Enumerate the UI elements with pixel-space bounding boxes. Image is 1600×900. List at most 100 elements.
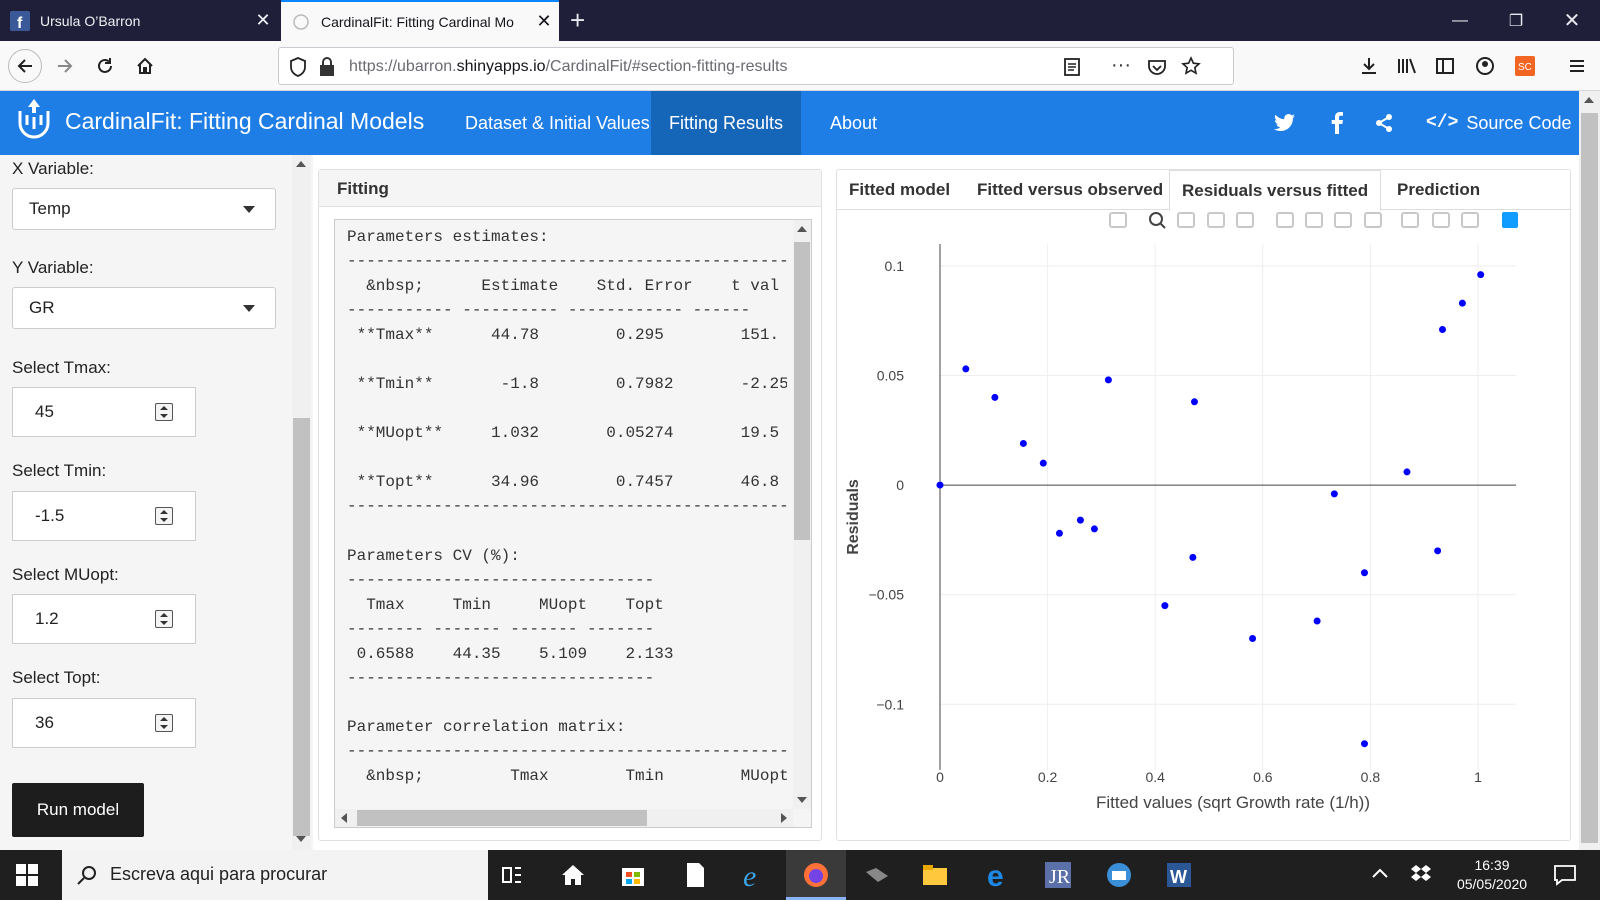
nav-fitting-results[interactable]: Fitting Results	[651, 91, 802, 155]
thunderbird-icon[interactable]	[1104, 860, 1134, 890]
store-icon[interactable]	[618, 860, 648, 890]
x-variable-select[interactable]: Temp	[12, 188, 276, 230]
pan-icon[interactable]	[1177, 212, 1195, 228]
app-icon[interactable]	[862, 860, 892, 890]
page-scroll-thumb[interactable]	[1581, 113, 1598, 843]
account-icon[interactable]	[1468, 49, 1502, 83]
notifications-icon[interactable]	[1552, 862, 1582, 892]
tab-fitted-versus-observed[interactable]: Fitted versus observed	[977, 180, 1164, 199]
reset-axes-icon[interactable]	[1364, 212, 1382, 228]
output-hscroll-thumb[interactable]	[357, 810, 647, 826]
scroll-right-icon[interactable]	[781, 813, 787, 823]
zoom-in-icon[interactable]	[1276, 212, 1294, 228]
hover-compare-icon[interactable]	[1461, 212, 1479, 228]
autoscale-icon[interactable]	[1334, 212, 1352, 228]
modebar-glyph	[1207, 212, 1225, 228]
spinner-icon[interactable]	[155, 714, 173, 732]
run-model-button[interactable]: Run model	[12, 783, 144, 837]
pocket-icon[interactable]	[1147, 57, 1167, 82]
file-icon[interactable]	[680, 860, 710, 890]
back-icon[interactable]	[8, 49, 42, 83]
scroll-up-icon[interactable]	[797, 226, 807, 232]
y-tick-label: 0.05	[877, 368, 904, 384]
app-title[interactable]: CardinalFit: Fitting Cardinal Models	[65, 108, 425, 134]
output-scroll-thumb[interactable]	[794, 242, 810, 540]
firefox-taskbar-active[interactable]	[786, 850, 846, 900]
download-icon[interactable]	[1352, 49, 1386, 83]
taskbar-clock[interactable]: 16:39 05/05/2020	[1452, 856, 1532, 894]
browser-tab-facebook[interactable]: f Ursula O’Barron ✕	[0, 0, 278, 41]
tab-residuals-versus-fitted[interactable]: Residuals versus fitted	[1169, 170, 1382, 211]
spike-lines-icon[interactable]	[1401, 212, 1419, 228]
spinner-icon[interactable]	[155, 610, 173, 628]
chevron-up-icon[interactable]	[1370, 864, 1400, 894]
tab-prediction[interactable]: Prediction	[1397, 180, 1481, 199]
data-point	[1076, 516, 1084, 524]
word-icon[interactable]: W	[1164, 860, 1194, 890]
scroll-down-icon[interactable]	[797, 797, 807, 803]
task-view-icon[interactable]	[498, 860, 528, 890]
page-scrollbar[interactable]	[1579, 91, 1600, 850]
tab-fitted-model[interactable]: Fitted model	[849, 180, 951, 199]
twitter-icon[interactable]	[1273, 111, 1297, 135]
tmin-input[interactable]: -1.5	[12, 491, 196, 541]
box-select-icon[interactable]	[1207, 212, 1225, 228]
shield-icon[interactable]	[289, 57, 307, 82]
home-taskbar-icon[interactable]	[558, 860, 588, 890]
close-tab-icon[interactable]: ✕	[536, 11, 552, 31]
share-icon[interactable]	[1372, 111, 1396, 135]
internet-explorer-icon[interactable]: e	[740, 860, 770, 893]
zoom-icon[interactable]	[1149, 212, 1166, 229]
sidebar-icon[interactable]	[1428, 49, 1462, 83]
forward-icon[interactable]	[48, 49, 82, 83]
muopt-input[interactable]: 1.2	[12, 594, 196, 644]
reload-icon[interactable]	[88, 49, 122, 83]
source-code-link[interactable]: </> Source Code	[1416, 91, 1581, 155]
file-explorer-icon[interactable]	[920, 860, 950, 890]
facebook-icon[interactable]	[1325, 111, 1349, 135]
topt-input[interactable]: 36	[12, 698, 196, 748]
residuals-plot[interactable]: 0 0.2 0.4 0.6 0.8 1 −0.1 −0.05 0 0.05 0.1 Fitted v…	[836, 210, 1571, 840]
taskbar-search[interactable]: Escreva aqui para procurar	[62, 850, 488, 900]
url-bar[interactable]: https://ubarron.shinyapps.io/CardinalFit…	[278, 47, 1234, 85]
reader-view-icon[interactable]	[1063, 57, 1081, 82]
windows-start-icon[interactable]	[16, 864, 46, 894]
edge-icon[interactable]: e	[984, 860, 1014, 893]
fitting-output[interactable]: Parameters estimates: -------------------…	[334, 219, 812, 828]
scroll-left-icon[interactable]	[341, 813, 347, 823]
tmax-input[interactable]: 45	[12, 387, 196, 437]
spinner-icon[interactable]	[155, 403, 173, 421]
scroll-up-icon[interactable]	[1584, 97, 1594, 103]
plotly-logo-icon[interactable]	[1502, 212, 1518, 228]
menu-icon[interactable]	[1560, 49, 1594, 83]
new-tab-icon[interactable]: +	[570, 5, 586, 35]
dropbox-icon[interactable]	[1410, 864, 1440, 894]
output-vertical-scrollbar[interactable]	[793, 220, 811, 809]
restore-icon[interactable]: ❐	[1508, 12, 1524, 30]
lasso-icon[interactable]	[1236, 212, 1254, 228]
close-tab-icon[interactable]: ✕	[255, 10, 271, 30]
nav-about[interactable]: About	[830, 112, 878, 133]
bookmark-star-icon[interactable]	[1181, 56, 1201, 81]
output-horizontal-scrollbar[interactable]	[335, 809, 793, 827]
sidebar-scroll-thumb[interactable]	[293, 418, 310, 836]
url-text[interactable]: https://ubarron.shinyapps.io/CardinalFit…	[349, 58, 787, 76]
extension-icon[interactable]: SC	[1508, 49, 1542, 83]
browser-tab-cardinalfit[interactable]: CardinalFit: Fitting Cardinal Mo ✕	[281, 0, 559, 41]
home-icon[interactable]	[128, 49, 162, 83]
hover-closest-icon[interactable]	[1432, 212, 1450, 228]
camera-icon[interactable]	[1109, 212, 1127, 228]
close-window-icon[interactable]: ✕	[1563, 10, 1581, 32]
svg-text:f: f	[17, 15, 23, 31]
scroll-up-icon[interactable]	[296, 161, 306, 167]
library-icon[interactable]	[1390, 49, 1424, 83]
nav-dataset-initial-values[interactable]: Dataset & Initial Values	[465, 112, 650, 133]
jrc-icon[interactable]: JR	[1043, 860, 1073, 890]
page-actions-icon[interactable]: ···	[1111, 54, 1131, 76]
minimize-icon[interactable]: —	[1452, 11, 1468, 29]
zoom-out-icon[interactable]	[1305, 212, 1323, 228]
spinner-icon[interactable]	[155, 507, 173, 525]
scroll-down-icon[interactable]	[296, 836, 306, 842]
y-variable-select[interactable]: GR	[12, 287, 276, 329]
lock-icon[interactable]	[319, 57, 335, 82]
